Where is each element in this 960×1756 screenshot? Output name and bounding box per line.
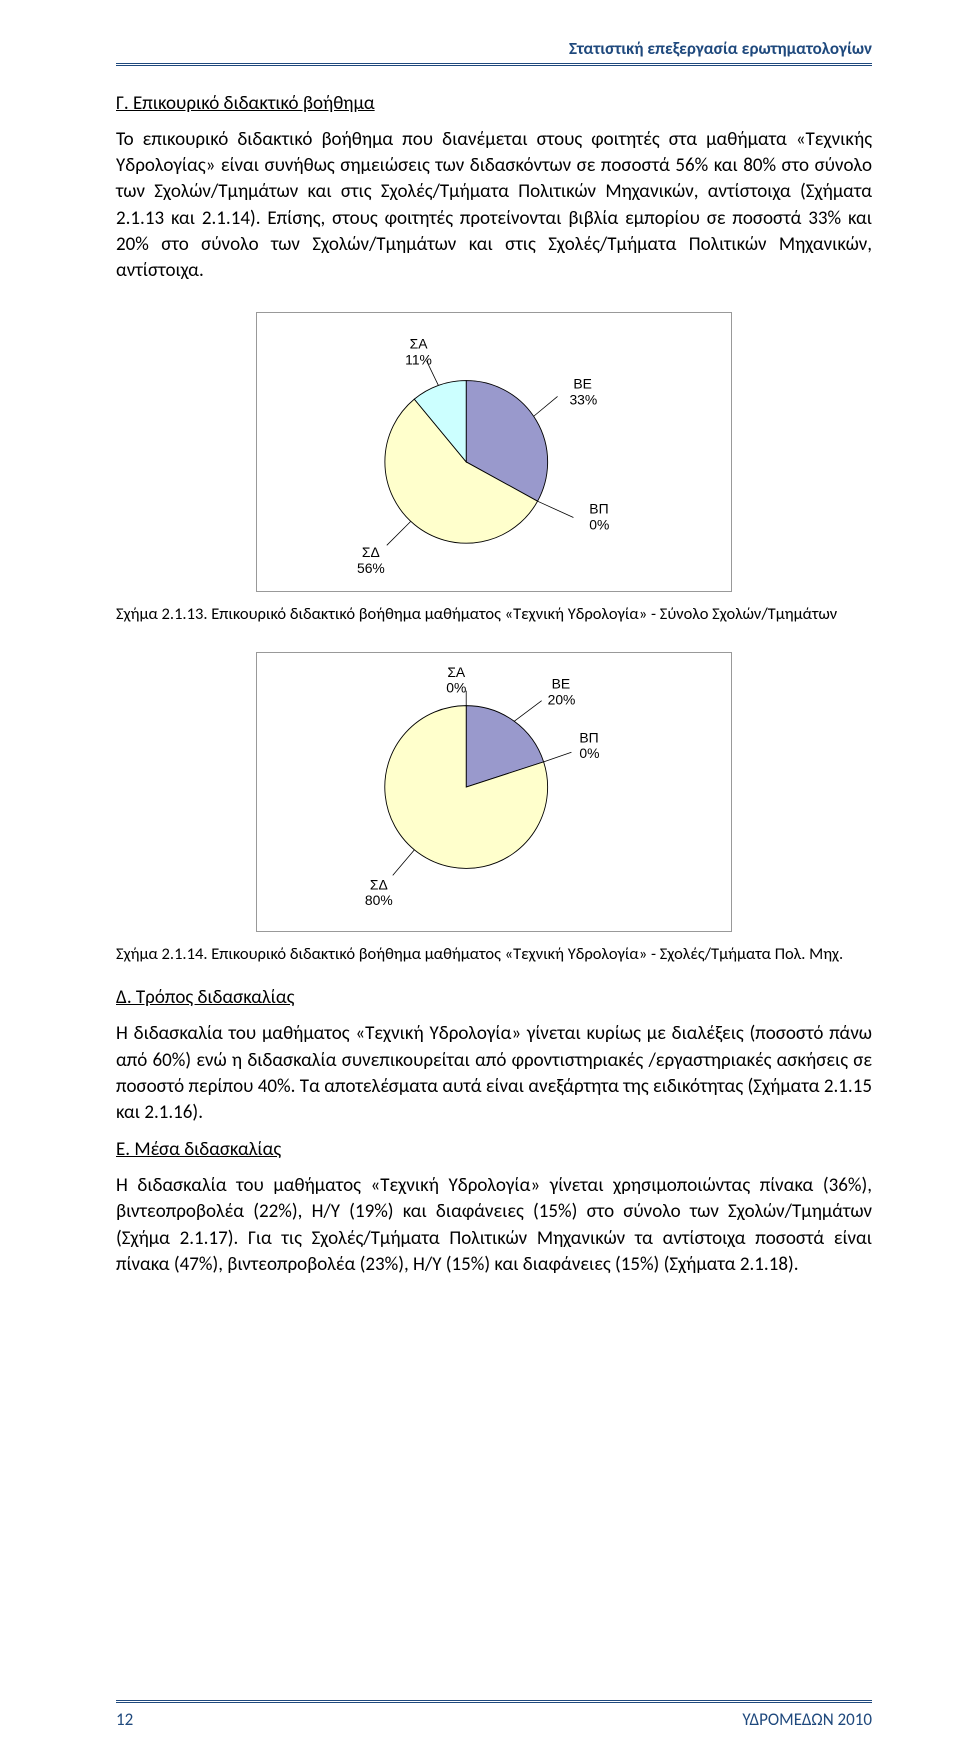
page-footer: 12 ΥΔΡΟΜΕΔΩΝ 2010 <box>116 1700 872 1730</box>
section-e-paragraph: Η διδασκαλία του μαθήματος «Τεχνική Υδρο… <box>116 1173 872 1278</box>
chart-2-caption: Σχήμα 2.1.14. Επικουρικό διδακτικό βοήθη… <box>116 944 872 964</box>
section-e-heading: Ε. Μέσα διδασκαλίας <box>116 1138 872 1161</box>
chart-2-box: ΣΑ 0% ΒΕ 20% ΒΠ 0% ΣΔ 80% <box>256 652 732 932</box>
label-bp-2-pct: 0% <box>579 746 599 762</box>
leader-sd-2 <box>393 850 415 876</box>
label-be-2-pct: 20% <box>548 692 576 708</box>
label-bp: ΒΠ <box>589 501 608 517</box>
section-c-paragraph: Το επικουρικό διδακτικό βοήθημα που διαν… <box>116 127 872 284</box>
label-sd-2-pct: 80% <box>365 892 393 908</box>
label-bp-2: ΒΠ <box>579 730 598 746</box>
label-be: ΒΕ <box>573 376 592 392</box>
pie-chart-2: ΣΑ 0% ΒΕ 20% ΒΠ 0% ΣΔ 80% <box>365 664 600 908</box>
label-bp-pct: 0% <box>589 517 609 533</box>
chart-1-box: ΣΑ 11% ΒΕ 33% ΒΠ 0% ΣΔ 56% <box>256 312 732 592</box>
label-sa: ΣΑ <box>410 336 429 352</box>
page: Στατιστική επεξεργασία ερωτηματολογίων Γ… <box>0 0 960 1756</box>
leader-bp <box>538 501 574 517</box>
label-sa-2-pct: 0% <box>446 680 466 696</box>
leader-be <box>534 397 558 417</box>
chart-1-caption: Σχήμα 2.1.13. Επικουρικό διδακτικό βοήθη… <box>116 604 872 624</box>
pie-chart-1: ΣΑ 11% ΒΕ 33% ΒΠ 0% ΣΔ 56% <box>357 336 609 576</box>
header-rule <box>116 63 872 66</box>
label-sa-2: ΣΑ <box>447 664 466 680</box>
label-be-pct: 33% <box>569 392 597 408</box>
label-sd: ΣΔ <box>362 545 380 561</box>
section-d-paragraph: Η διδασκαλία του μαθήματος «Τεχνική Υδρο… <box>116 1021 872 1126</box>
label-sa-pct: 11% <box>405 352 432 368</box>
page-header: Στατιστική επεξεργασία ερωτηματολογίων <box>116 38 872 59</box>
label-sd-2: ΣΔ <box>370 877 388 893</box>
footer-title: ΥΔΡΟΜΕΔΩΝ 2010 <box>742 1709 872 1730</box>
section-d-heading: Δ. Τρόπος διδασκαλίας <box>116 986 872 1009</box>
leader-sd <box>387 522 411 546</box>
label-be-2: ΒΕ <box>552 676 571 692</box>
footer-page-number: 12 <box>116 1709 133 1730</box>
leader-be-2 <box>514 701 542 722</box>
label-sd-pct: 56% <box>357 560 385 576</box>
section-c-heading: Γ. Επικουρικό διδακτικό βοήθημα <box>116 92 872 115</box>
leader-bp-2 <box>544 753 572 763</box>
